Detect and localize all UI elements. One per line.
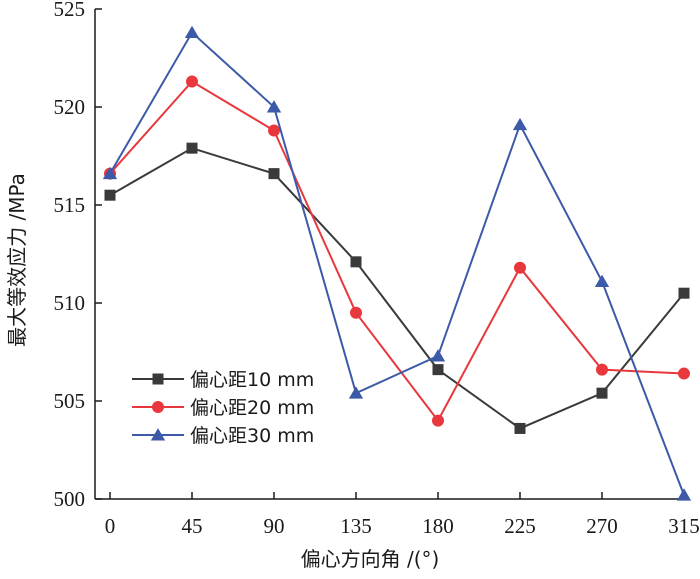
data-point xyxy=(268,168,280,180)
x-axis-title: 偏心方向角 /(°) xyxy=(301,547,440,571)
data-point xyxy=(186,75,198,88)
y-axis-title: 最大等效应力 /MPa xyxy=(5,173,29,347)
series-layer xyxy=(102,25,692,501)
series-line xyxy=(109,30,685,496)
legend-item: 偏心距20 mm xyxy=(132,397,314,419)
data-point xyxy=(350,306,362,319)
y-tick-label: 510 xyxy=(54,291,86,315)
legend-item: 偏心距30 mm xyxy=(132,425,314,447)
data-point xyxy=(678,367,690,380)
x-tick-label: 0 xyxy=(105,514,116,538)
x-tick-label: 180 xyxy=(422,514,454,538)
legend-marker xyxy=(150,428,166,441)
y-tick-label: 500 xyxy=(54,487,86,511)
x-tick-label: 225 xyxy=(504,514,536,538)
data-point xyxy=(512,117,528,131)
legend-item: 偏心距10 mm xyxy=(132,369,314,391)
data-point xyxy=(102,166,118,180)
legend-marker xyxy=(152,401,164,413)
y-tick-label: 520 xyxy=(54,95,86,119)
legend: 偏心距10 mm 偏心距20 mm 偏心距30 mm xyxy=(132,369,314,447)
data-point xyxy=(348,386,364,399)
series-line xyxy=(109,147,685,430)
axes xyxy=(94,9,685,500)
legend-label: 偏心距30 mm xyxy=(190,425,314,447)
x-tick-label: 90 xyxy=(264,514,285,538)
data-point xyxy=(266,100,282,113)
x-tick-label: 135 xyxy=(340,514,372,538)
data-point xyxy=(596,387,608,399)
data-point xyxy=(430,349,446,362)
data-point xyxy=(678,287,690,299)
data-point xyxy=(594,274,610,287)
legend-label: 偏心距10 mm xyxy=(190,369,314,391)
series-1 xyxy=(104,142,690,434)
data-point xyxy=(350,256,362,268)
x-tick-label: 315 xyxy=(668,514,700,538)
series-line xyxy=(109,80,685,423)
y-tick-label: 505 xyxy=(54,389,86,413)
series-3 xyxy=(102,25,692,501)
data-point xyxy=(104,189,116,201)
data-point xyxy=(268,124,280,137)
data-point xyxy=(596,363,608,376)
data-point xyxy=(676,488,692,501)
y-tick-label: 525 xyxy=(54,0,86,21)
x-ticks: 0 45 90 135 180 225 270 315 xyxy=(105,492,700,538)
data-point xyxy=(184,25,200,39)
y-tick-label: 515 xyxy=(54,193,86,217)
data-point xyxy=(432,414,444,427)
data-point xyxy=(432,364,444,376)
data-point xyxy=(186,142,198,154)
legend-label: 偏心距20 mm xyxy=(190,397,314,419)
data-point xyxy=(514,422,526,434)
legend-marker xyxy=(152,373,164,385)
x-tick-label: 45 xyxy=(182,514,203,538)
data-point xyxy=(514,261,526,274)
x-tick-label: 270 xyxy=(586,514,618,538)
y-ticks: 500 505 510 515 520 525 xyxy=(54,0,102,511)
